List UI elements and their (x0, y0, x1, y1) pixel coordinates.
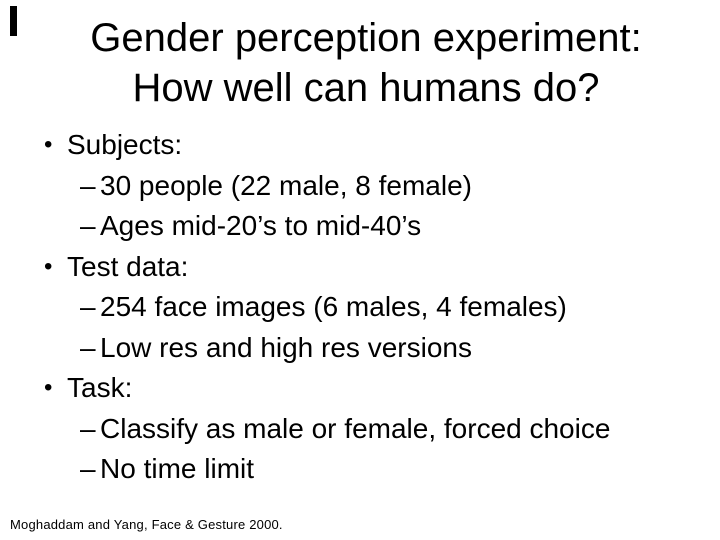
sub-bullet-item: – Ages mid-20’s to mid-40’s (0, 206, 720, 247)
dash-marker: – (80, 210, 96, 241)
sub-bullet-item: – Classify as male or female, forced cho… (0, 409, 720, 450)
sub-bullet-text: Ages mid-20’s to mid-40’s (100, 210, 422, 241)
dash-marker: – (80, 412, 96, 444)
citation: Moghaddam and Yang, Face & Gesture 2000. (10, 517, 283, 532)
sub-bullet-item: – Low res and high res versions (0, 328, 720, 369)
bullet-item: • Subjects: (0, 125, 720, 166)
bullet-item: • Test data: (0, 247, 720, 288)
sub-bullet-text: 30 people (22 male, 8 female) (100, 169, 472, 201)
sub-bullet-text: 254 face images (6 males, 4 females) (100, 291, 567, 322)
dash-marker: – (80, 453, 96, 484)
sub-bullet-text: Low res and high res versions (100, 331, 472, 363)
bullet-text: Task: (67, 372, 133, 403)
bullet-text: Test data: (67, 250, 189, 282)
sub-bullet-text: No time limit (100, 453, 255, 484)
sub-bullet-item: – 254 face images (6 males, 4 females) (0, 287, 720, 328)
bullet-item: • Task: (0, 368, 720, 409)
sub-bullet-item: – No time limit (0, 449, 720, 490)
dash-marker: – (80, 331, 96, 363)
bullet-list: • Subjects: – 30 people (22 male, 8 fema… (0, 125, 720, 490)
sub-bullet-item: – 30 people (22 male, 8 female) (0, 166, 720, 207)
bullet-dot-marker: • (44, 252, 53, 280)
slide-title: Gender perception experiment: How well c… (12, 13, 720, 113)
slide-title-line2: How well can humans do? (132, 66, 600, 110)
dash-marker: – (80, 291, 96, 322)
bullet-dot-marker: • (44, 374, 53, 401)
bullet-text: Subjects: (67, 129, 183, 160)
dash-marker: – (80, 169, 96, 201)
slide-title-line1: Gender perception experiment: (90, 16, 642, 60)
bullet-dot-marker: • (44, 131, 53, 158)
sub-bullet-text: Classify as male or female, forced choic… (100, 412, 611, 444)
black-bar-artifact (10, 6, 17, 36)
